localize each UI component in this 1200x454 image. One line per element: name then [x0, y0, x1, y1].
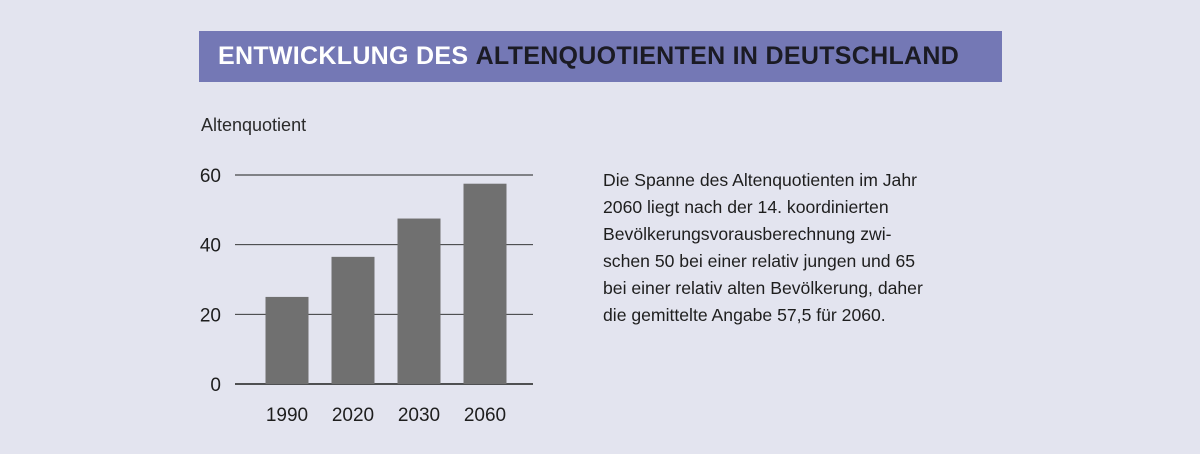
title-part-1: ENTWICKLUNG DES	[218, 42, 469, 70]
description-line: schen 50 bei einer relativ jungen und 65	[603, 251, 916, 271]
description-line: bei einer relativ alten Bevölkerung, dah…	[603, 278, 923, 298]
page-title: ENTWICKLUNG DES ALTENQUOTIENTEN IN DEUTS…	[199, 31, 1002, 82]
y-tick-label: 60	[200, 166, 221, 187]
bar-2020	[331, 256, 375, 384]
description-line: 2060 liegt nach der 14. koordinierten	[603, 197, 889, 217]
bar-2060	[463, 183, 507, 384]
y-tick-label: 0	[210, 375, 221, 396]
y-tick-label: 20	[200, 305, 221, 326]
y-tick-labels: 0 20 40 60	[200, 166, 221, 396]
bar-2030	[397, 218, 441, 384]
x-tick-label: 2030	[398, 405, 440, 426]
description-line: die gemittelte Angabe 57,5 für 2060.	[603, 305, 886, 325]
description-line: Die Spanne des Altenquotienten im Jahr	[603, 170, 917, 190]
bars	[265, 183, 507, 384]
x-tick-label: 2020	[332, 405, 374, 426]
y-tick-label: 40	[200, 236, 221, 257]
x-tick-label: 2060	[464, 405, 506, 426]
title-part-2: ALTENQUOTIENTEN IN DEUTSCHLAND	[475, 42, 960, 70]
y-axis-title: Altenquotient	[201, 115, 306, 135]
x-tick-labels: 1990 2020 2030 2060	[266, 405, 506, 426]
x-tick-label: 1990	[266, 405, 308, 426]
chart-description: Die Spanne des Altenquotienten im Jahr 20…	[603, 167, 983, 329]
description-line: Bevölkerungsvorausberechnung zwi-	[603, 224, 892, 244]
bar-1990	[265, 296, 309, 384]
